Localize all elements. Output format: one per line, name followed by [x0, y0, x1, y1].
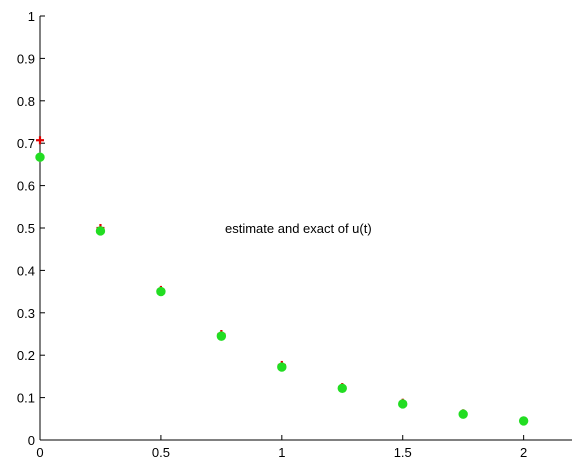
y-tick-label: 1 [28, 9, 35, 24]
data-point-circle [35, 152, 45, 162]
tick-marks [39, 15, 525, 441]
y-tick-label: 0.6 [17, 179, 35, 194]
x-tick-label: 1 [278, 445, 285, 460]
y-tick-label: 0.5 [17, 221, 35, 236]
series-2 [35, 152, 529, 426]
y-tick-label: 0.3 [17, 306, 35, 321]
y-tick-label: 0.1 [17, 391, 35, 406]
x-tick-label: 0.5 [152, 445, 170, 460]
y-tick-label: 0.9 [17, 51, 35, 66]
x-tick-label: 0 [36, 445, 43, 460]
series-1 [36, 136, 528, 426]
tick-labels: 0 0.5 1 1.5 2 0 0.1 0.2 0.3 0.4 0.5 0.6 0.7 0.8 0.9 1 [17, 9, 527, 460]
y-tick-label: 0 [28, 433, 35, 448]
data-point-circle [156, 286, 166, 297]
y-tick-label: 0.8 [17, 94, 35, 109]
data-point-circle [458, 409, 468, 419]
data-point-circle [216, 331, 227, 341]
data-point-plus [36, 136, 44, 145]
data-point-circle [337, 383, 347, 393]
y-tick-label: 0.4 [17, 263, 35, 278]
data-point-circle [95, 226, 106, 236]
x-tick-label: 1.5 [394, 445, 412, 460]
y-tick-label: 0.2 [17, 348, 35, 363]
data-series [35, 136, 529, 426]
chart-annotation: estimate and exact of u(t) [225, 221, 372, 236]
x-tick-label: 2 [520, 445, 527, 460]
data-point-circle [398, 399, 408, 409]
data-point-circle [518, 416, 529, 426]
data-point-circle [277, 362, 287, 372]
y-tick-label: 0.7 [17, 136, 35, 151]
